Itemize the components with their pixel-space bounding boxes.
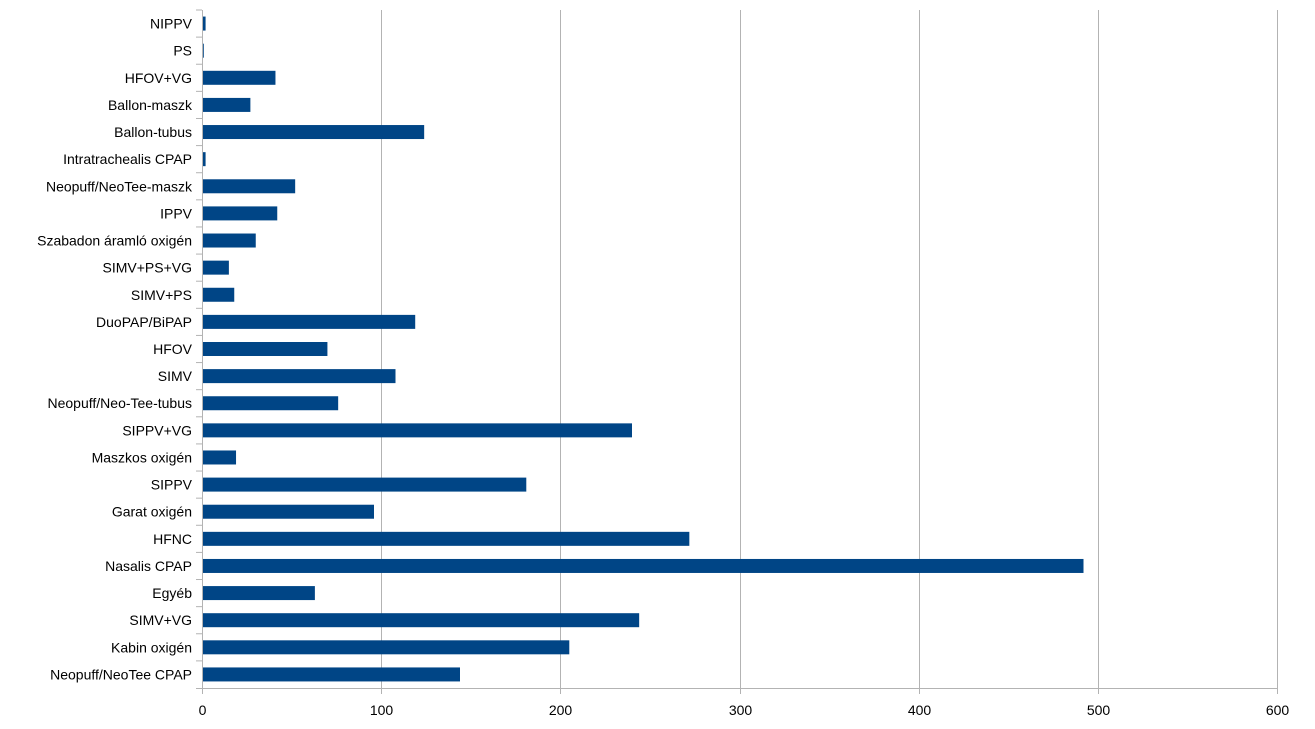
category-label: Nasalis CPAP bbox=[105, 558, 192, 574]
category-label: Maszkos oxigén bbox=[92, 449, 192, 465]
x-tick-label: 600 bbox=[1266, 702, 1290, 718]
x-tick-label: 100 bbox=[370, 702, 394, 718]
bar bbox=[202, 233, 256, 248]
category-label: IPPV bbox=[160, 205, 193, 221]
bar bbox=[202, 586, 315, 601]
bar bbox=[202, 477, 527, 492]
bar bbox=[202, 206, 278, 221]
category-label: Garat oxigén bbox=[112, 504, 192, 520]
bar bbox=[202, 396, 339, 411]
bar bbox=[202, 531, 690, 546]
category-label: Neopuff/NeoTee-maszk bbox=[46, 178, 193, 194]
bar bbox=[202, 179, 296, 194]
category-label: Egyéb bbox=[152, 585, 192, 601]
category-label: SIMV bbox=[158, 368, 193, 384]
bar bbox=[202, 260, 229, 275]
bar bbox=[202, 558, 1084, 573]
category-label: SIMV+VG bbox=[129, 612, 192, 628]
axes bbox=[196, 9, 1278, 694]
x-tick-label: 500 bbox=[1087, 702, 1111, 718]
bar bbox=[202, 640, 570, 655]
category-label: SIMV+PS bbox=[131, 287, 192, 303]
bar bbox=[202, 369, 396, 384]
category-label: HFOV bbox=[153, 341, 193, 357]
category-label: Kabin oxigén bbox=[111, 639, 192, 655]
category-labels: NIPPV PS HFOV+VG Ballon-maszk Ballon-tubus In… bbox=[37, 16, 193, 683]
bar bbox=[202, 314, 416, 329]
category-label: DuoPAP/BiPAP bbox=[96, 314, 192, 330]
bar bbox=[202, 16, 206, 31]
bars bbox=[202, 16, 1084, 682]
category-label: NIPPV bbox=[150, 16, 193, 32]
bar bbox=[202, 152, 206, 167]
bar bbox=[202, 504, 374, 519]
gridlines bbox=[381, 10, 1278, 688]
category-label: Intratrachealis CPAP bbox=[63, 151, 192, 167]
x-tick-label: 200 bbox=[549, 702, 573, 718]
x-tick-label: 400 bbox=[908, 702, 932, 718]
category-label: Ballon-tubus bbox=[114, 124, 192, 140]
category-label: SIMV+PS+VG bbox=[103, 260, 192, 276]
category-label: PS bbox=[173, 43, 192, 59]
category-label: Neopuff/Neo-Tee-tubus bbox=[48, 395, 193, 411]
bar bbox=[202, 450, 237, 465]
bar bbox=[202, 97, 251, 112]
category-label: Szabadon áramló oxigén bbox=[37, 233, 192, 249]
category-label: SIPPV+VG bbox=[122, 422, 192, 438]
category-label: HFOV+VG bbox=[125, 70, 192, 86]
category-label: Neopuff/NeoTee CPAP bbox=[50, 666, 192, 682]
x-tick-label: 0 bbox=[199, 702, 207, 718]
x-tick-label: 300 bbox=[729, 702, 753, 718]
category-label: SIPPV bbox=[151, 477, 193, 493]
bar bbox=[202, 613, 640, 628]
category-label: Ballon-maszk bbox=[108, 97, 193, 113]
bar bbox=[202, 70, 276, 85]
bar bbox=[202, 287, 235, 302]
bar bbox=[202, 125, 425, 140]
bar bbox=[202, 667, 460, 682]
category-label: HFNC bbox=[153, 531, 192, 547]
bar bbox=[202, 342, 328, 356]
bar bbox=[202, 423, 632, 438]
x-tick-labels: 0 100 200 300 400 500 600 bbox=[199, 702, 1290, 718]
